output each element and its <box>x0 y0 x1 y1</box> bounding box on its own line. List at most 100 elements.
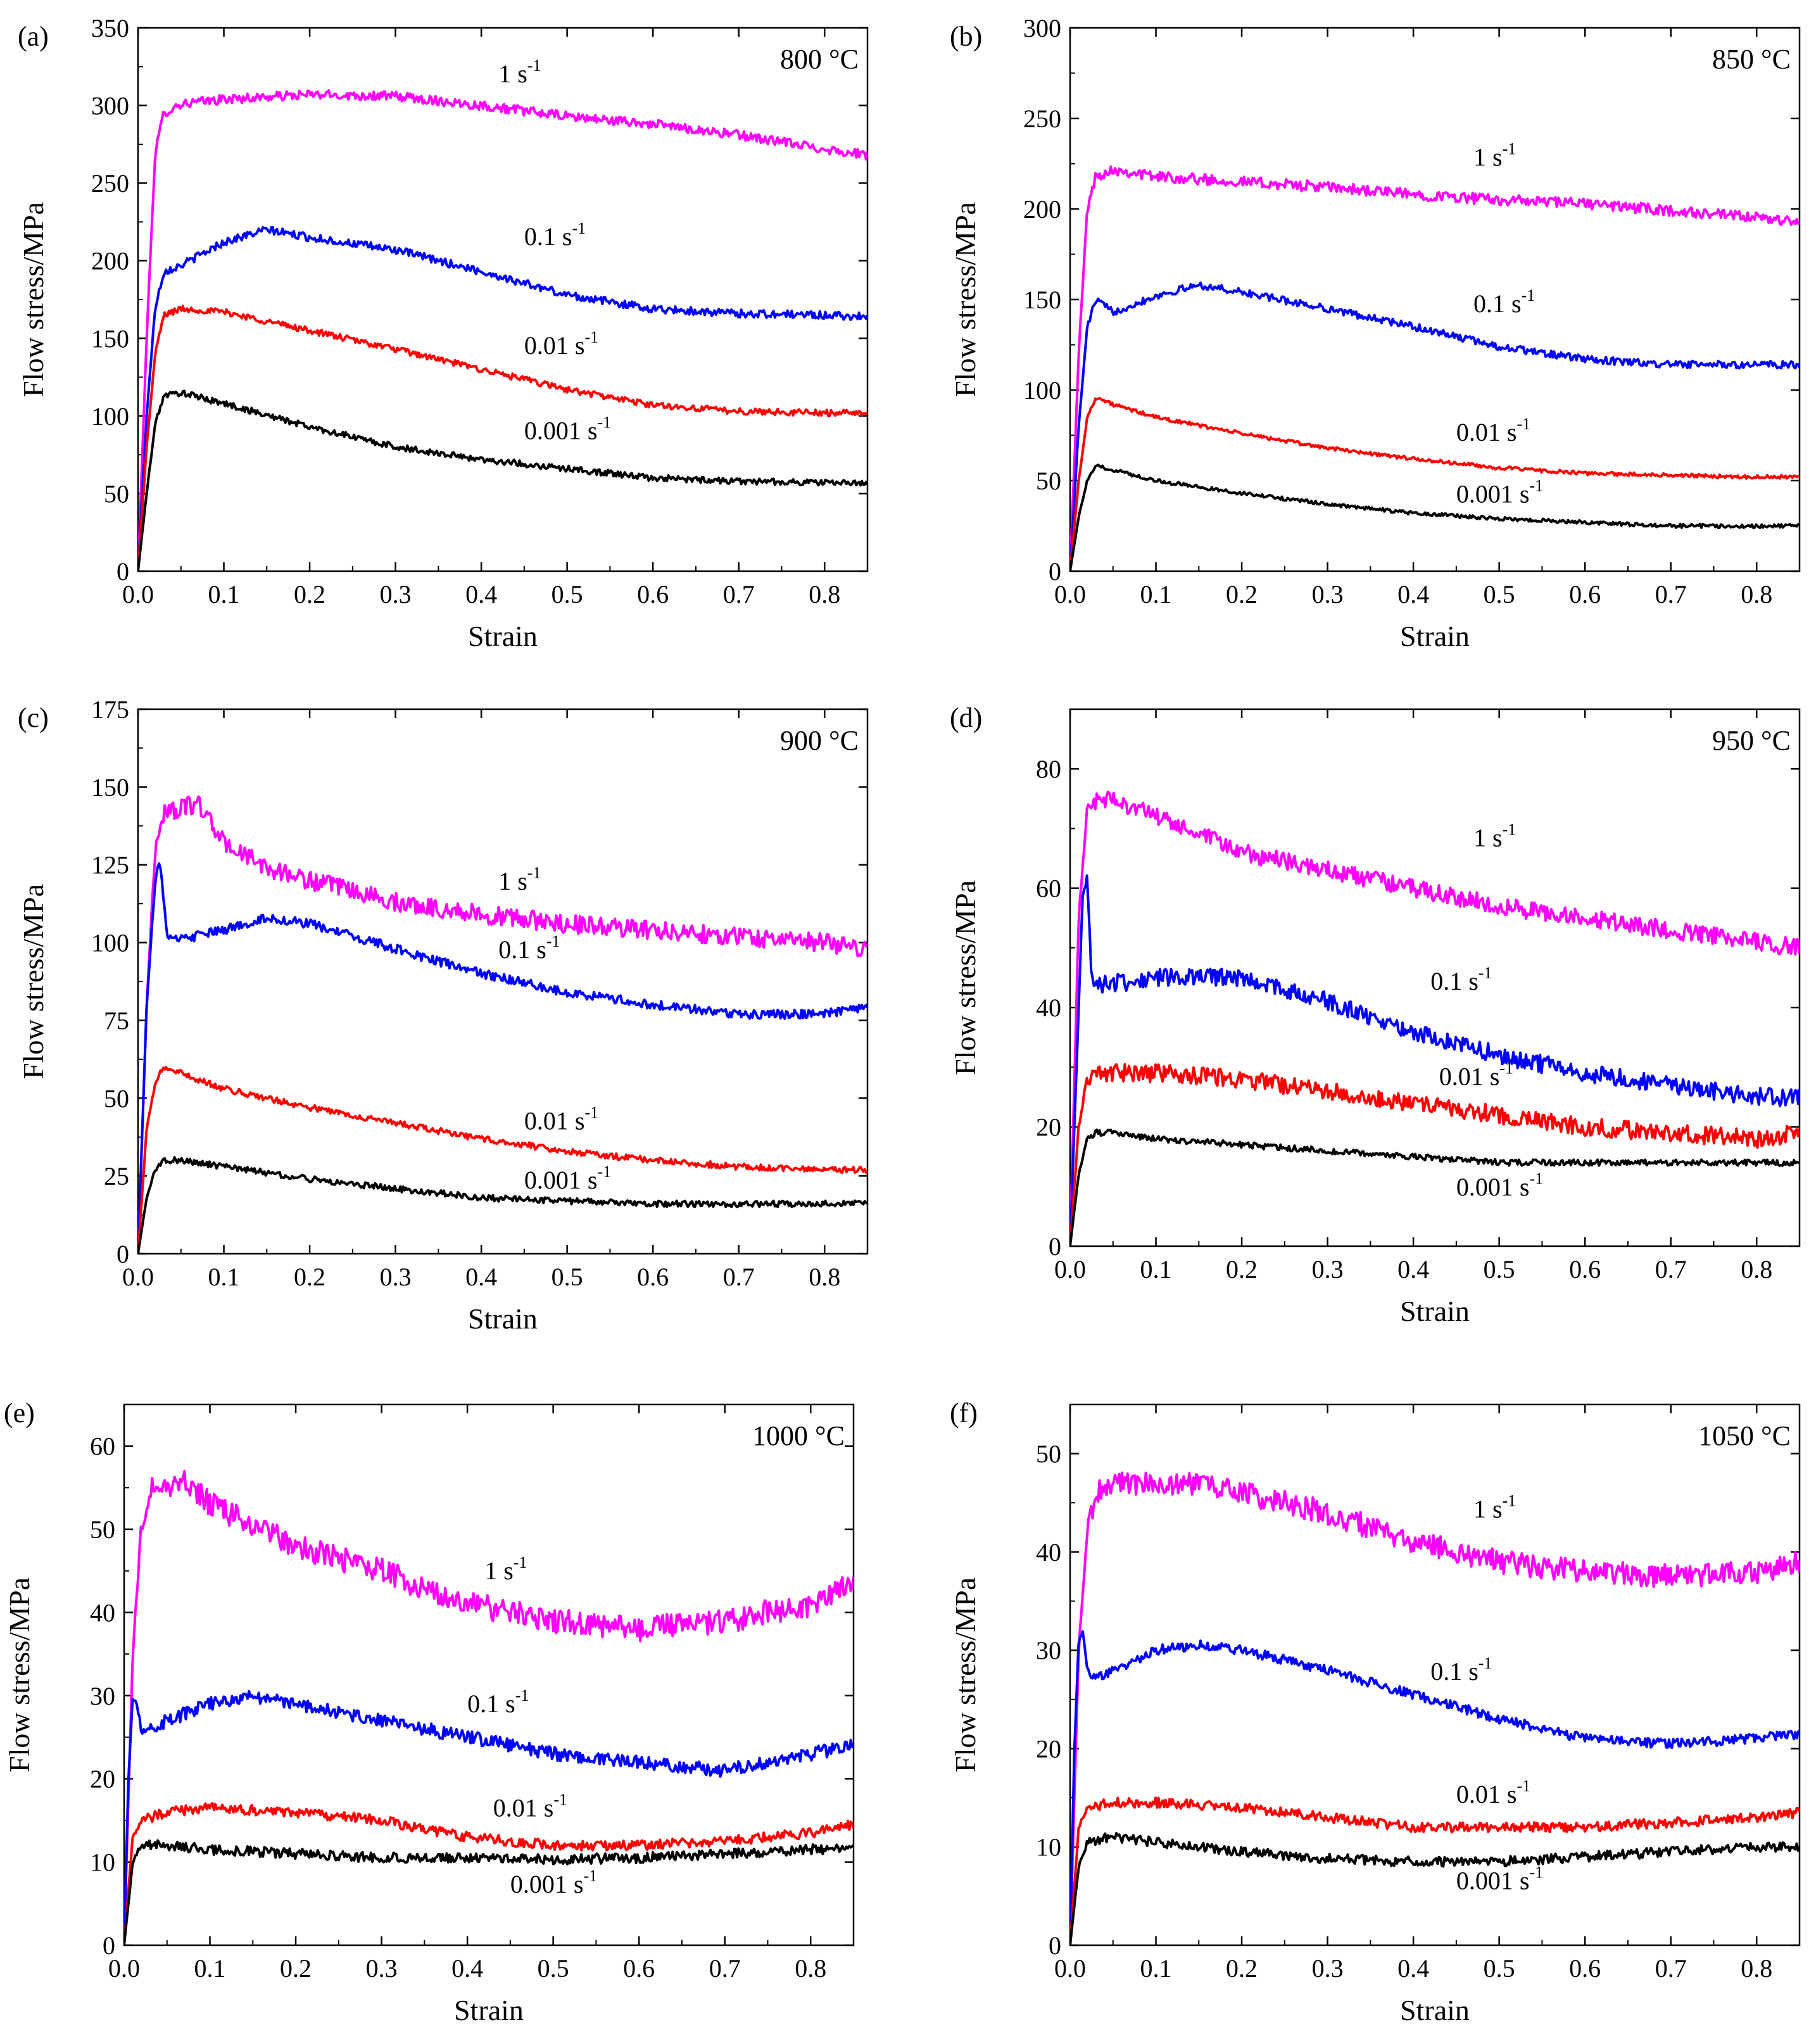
x-tick-label: 0.6 <box>1569 580 1601 609</box>
y-tick-label: 125 <box>91 851 129 880</box>
x-tick-label: 0.4 <box>465 1263 497 1291</box>
series-label: 0.1 s-1 <box>467 1686 529 1718</box>
x-tick-label: 0.2 <box>1226 1954 1258 1983</box>
y-tick-label: 50 <box>1036 1440 1061 1468</box>
x-tick-label: 0.1 <box>1140 1255 1172 1284</box>
panel-label: (d) <box>950 702 982 733</box>
x-tick-label: 0.2 <box>1226 1255 1258 1284</box>
series-line <box>138 862 867 1254</box>
y-tick-label: 60 <box>1036 874 1061 903</box>
x-tick-label: 0.6 <box>623 1954 655 1983</box>
series-label: 0.001 s-1 <box>510 1867 597 1898</box>
y-tick-label: 300 <box>91 92 129 120</box>
series-label: 0.001 s-1 <box>1456 1863 1543 1895</box>
x-tick-label: 0.8 <box>1741 1954 1772 1983</box>
panel-f: 0.0 0.1 0.2 0.3 0.4 0.5 0.6 0.7 0.8 0 10 20 30 40 50 St… <box>949 1397 1801 2026</box>
series-label: 0.01 s-1 <box>524 1103 598 1135</box>
series-line <box>138 1156 867 1254</box>
x-tick-label: 0.0 <box>122 1263 154 1291</box>
x-tick-label: 0.4 <box>1397 1255 1429 1284</box>
x-tick-label: 0.5 <box>538 1954 569 1983</box>
x-tick-label: 0.0 <box>1054 1255 1086 1284</box>
series-line <box>138 305 867 571</box>
series-label: 1 s-1 <box>1473 821 1516 852</box>
series-line <box>138 89 867 571</box>
y-tick-label: 250 <box>1023 104 1061 133</box>
y-tick-label: 40 <box>90 1598 115 1627</box>
panel-label: (a) <box>18 21 49 52</box>
x-tick-label: 0.0 <box>122 580 154 609</box>
y-axis-title: Flow stress/MPa <box>949 880 981 1075</box>
y-tick-label: 100 <box>91 402 129 431</box>
y-tick-label: 0 <box>117 557 129 586</box>
y-tick-label: 40 <box>1036 1538 1061 1567</box>
x-tick-label: 0.8 <box>1741 1255 1772 1284</box>
x-tick-label: 0.3 <box>1312 1255 1344 1284</box>
x-tick-label: 0.0 <box>108 1954 140 1983</box>
x-tick-label: 0.5 <box>1484 1954 1515 1983</box>
y-tick-label: 50 <box>104 1084 129 1113</box>
x-axis-title: Strain <box>454 1994 524 2026</box>
temperature-label: 950 °C <box>1712 725 1791 756</box>
x-tick-label: 0.8 <box>795 1954 826 1983</box>
x-tick-label: 0.7 <box>1655 1954 1687 1983</box>
y-tick-label: 20 <box>1036 1734 1061 1763</box>
y-tick-label: 350 <box>91 14 129 42</box>
y-tick-label: 200 <box>1023 195 1061 224</box>
y-tick-label: 50 <box>90 1515 115 1544</box>
x-axis-title: Strain <box>1400 1295 1470 1327</box>
series-label: 0.01 s-1 <box>1456 1777 1530 1808</box>
plot-frame <box>1069 708 1801 1247</box>
series-label: 0.01 s-1 <box>1456 415 1530 446</box>
series-label: 1 s-1 <box>498 864 541 895</box>
panel-d: 0.0 0.1 0.2 0.3 0.4 0.5 0.6 0.7 0.8 0 20 40 60 80 Stra… <box>949 702 1801 1327</box>
y-tick-label: 100 <box>91 929 129 957</box>
series-line <box>124 1839 854 1945</box>
x-axis-title: Strain <box>468 620 538 652</box>
x-tick-label: 0.0 <box>1054 580 1086 609</box>
y-axis-title: Flow stress/MPa <box>3 1577 35 1772</box>
panel-e: 0.0 0.1 0.2 0.3 0.4 0.5 0.6 0.7 0.8 0 10 20 30 40 50 60… <box>3 1397 855 2026</box>
y-tick-label: 0 <box>1049 1232 1061 1261</box>
x-tick-label: 0.5 <box>552 580 583 609</box>
series-line <box>1070 165 1800 571</box>
series-line <box>1070 1063 1800 1246</box>
series-line <box>1070 1796 1800 1945</box>
series-line <box>124 1801 854 1945</box>
y-tick-label: 50 <box>1036 467 1061 495</box>
panel-label: (c) <box>18 702 49 733</box>
series-line <box>1070 464 1800 571</box>
x-tick-label: 0.8 <box>809 580 840 609</box>
panel-b: 0.0 0.1 0.2 0.3 0.4 0.5 0.6 0.7 0.8 0 50 100 150 200 2… <box>949 14 1801 652</box>
series-line <box>1070 790 1800 1246</box>
series-line <box>138 225 867 571</box>
y-tick-label: 0 <box>1049 557 1061 586</box>
panel-label: (e) <box>4 1397 35 1429</box>
panel-label: (b) <box>950 21 982 52</box>
x-tick-label: 0.1 <box>208 580 240 609</box>
x-tick-label: 0.7 <box>709 1954 741 1983</box>
series-label: 0.1 s-1 <box>1430 964 1492 995</box>
series-line <box>138 1066 867 1254</box>
y-tick-label: 0 <box>103 1931 115 1960</box>
x-axis-title: Strain <box>1400 1994 1470 2026</box>
x-tick-label: 0.1 <box>1140 1954 1172 1983</box>
y-tick-label: 30 <box>90 1682 115 1710</box>
y-tick-label: 100 <box>1023 376 1061 405</box>
temperature-label: 800 °C <box>780 44 859 75</box>
x-tick-label: 0.8 <box>809 1263 840 1291</box>
x-tick-label: 0.0 <box>1054 1954 1086 1983</box>
series-label: 0.1 s-1 <box>498 932 560 964</box>
series-line <box>124 1470 854 1945</box>
y-tick-label: 10 <box>1036 1833 1061 1862</box>
x-tick-label: 0.4 <box>1397 580 1429 609</box>
x-tick-label: 0.4 <box>465 580 497 609</box>
plot-frame <box>1069 27 1801 572</box>
series-line <box>138 389 867 571</box>
series-line <box>1070 874 1800 1246</box>
x-tick-label: 0.4 <box>451 1954 483 1983</box>
series-line <box>1070 281 1800 571</box>
panel-c: 0.0 0.1 0.2 0.3 0.4 0.5 0.6 0.7 0.8 0 25 50 75 100 125… <box>17 695 869 1335</box>
panel-a: 0.0 0.1 0.2 0.3 0.4 0.5 0.6 0.7 0.8 0 50 100 150 200 2… <box>17 14 869 652</box>
